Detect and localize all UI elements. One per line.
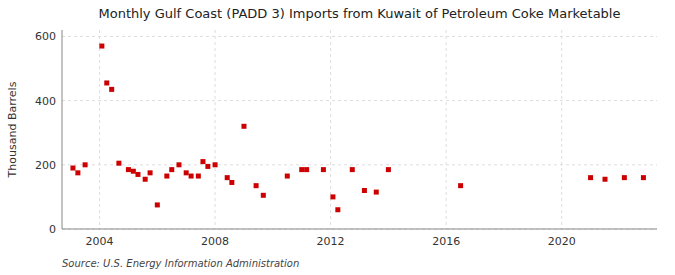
grid — [62, 30, 657, 229]
point — [241, 124, 246, 129]
point — [386, 167, 391, 172]
y-tick-label: 600 — [35, 30, 56, 43]
x-grid-line — [561, 30, 562, 229]
y-axis-line — [62, 30, 63, 229]
y-tick-label: 0 — [49, 223, 56, 236]
points — [70, 44, 645, 213]
y-axis-label: Thousand Barrels — [6, 81, 19, 178]
y-tick-label: 400 — [35, 95, 56, 108]
point — [213, 162, 218, 167]
point — [126, 167, 131, 172]
point — [155, 202, 160, 207]
x-grid-line — [99, 30, 100, 229]
x-grid-line — [215, 30, 216, 229]
point — [330, 194, 335, 199]
y-grid-line — [62, 36, 657, 37]
y-grid-line — [62, 229, 657, 230]
point — [148, 170, 153, 175]
point — [261, 193, 266, 198]
point — [641, 175, 646, 180]
x-axis-line — [62, 229, 657, 230]
point — [116, 161, 121, 166]
point — [458, 183, 463, 188]
source: Source: U.S. Energy Information Administ… — [62, 258, 299, 269]
point — [196, 174, 201, 179]
point — [622, 175, 627, 180]
y-tick-label: 200 — [35, 159, 56, 172]
point — [143, 177, 148, 182]
x-tick-label: 2012 — [317, 235, 345, 248]
point — [169, 167, 174, 172]
point — [135, 172, 140, 177]
y-grid-line — [62, 100, 657, 101]
x-grid-line — [446, 30, 447, 229]
point — [109, 87, 114, 92]
x-tick-label: 2016 — [432, 235, 460, 248]
x-tick-label: 2020 — [548, 235, 576, 248]
point — [104, 80, 109, 85]
point — [299, 167, 304, 172]
point — [254, 183, 259, 188]
point — [304, 167, 309, 172]
point — [225, 175, 230, 180]
point — [588, 175, 593, 180]
x-tick-label: 2004 — [86, 235, 114, 248]
point — [200, 159, 205, 164]
x-tick-label: 2008 — [201, 235, 229, 248]
point — [70, 166, 75, 171]
point — [603, 177, 608, 182]
point — [362, 188, 367, 193]
chart: 0 200 400 600 2004 2008 2012 2016 2020 Monthly Gu… — [0, 0, 675, 275]
point — [189, 174, 194, 179]
point — [164, 174, 169, 179]
title: Monthly Gulf Coast (PADD 3) Imports from… — [99, 6, 621, 21]
point — [99, 44, 104, 49]
point — [184, 170, 189, 175]
point — [131, 169, 136, 174]
point — [350, 167, 355, 172]
point — [205, 164, 210, 169]
point — [374, 190, 379, 195]
point — [335, 207, 340, 212]
point — [229, 180, 234, 185]
point — [321, 167, 326, 172]
point — [285, 174, 290, 179]
y-grid-line — [62, 164, 657, 165]
point — [176, 162, 181, 167]
point — [83, 162, 88, 167]
point — [75, 170, 80, 175]
